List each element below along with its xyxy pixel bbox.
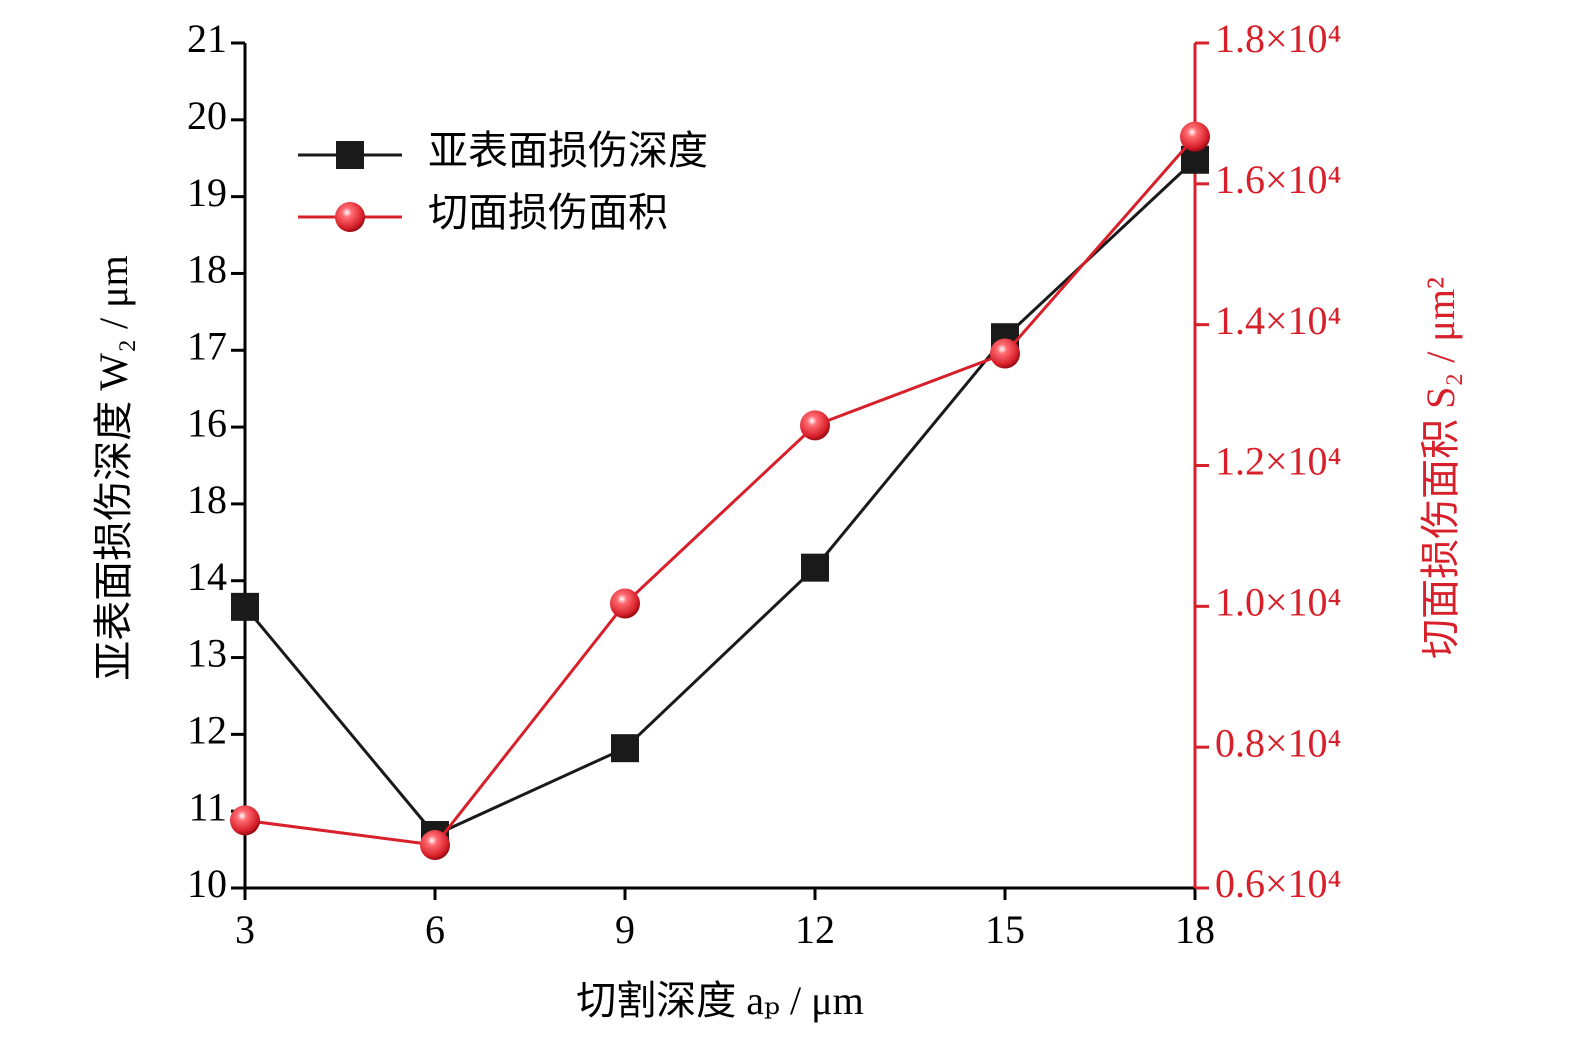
data-point (230, 805, 260, 836)
y2-tick-label: 1.2×10⁴ (1215, 439, 1342, 484)
series-line (243, 158, 1197, 837)
x-tick-label: 18 (1175, 907, 1215, 952)
legend-marker (335, 202, 365, 232)
y2-tick-label: 0.6×10⁴ (1215, 861, 1342, 906)
y2-tick-label: 0.8×10⁴ (1215, 720, 1342, 765)
x-tick-label: 9 (615, 907, 635, 952)
y2-tick-label: 1.8×10⁴ (1215, 16, 1342, 61)
y-tick-label: 16 (187, 400, 227, 445)
data-point (800, 410, 830, 441)
data-point (420, 830, 450, 861)
y-tick-label: 10 (187, 861, 227, 906)
x-tick-label: 6 (425, 907, 445, 952)
x-tick-label: 12 (795, 907, 835, 952)
x-axis-label: 切割深度 aₚ / μm (576, 978, 863, 1023)
y-tick-label: 18 (187, 477, 227, 522)
y-tick-label: 11 (188, 784, 227, 829)
legend-marker (336, 141, 364, 169)
legend-label: 亚表面损伤深度 (428, 128, 708, 173)
y2-tick-label: 1.4×10⁴ (1215, 298, 1342, 343)
y-tick-label: 19 (187, 170, 227, 215)
data-point (231, 592, 259, 621)
y-tick-label: 18 (187, 247, 227, 292)
y-axis-label: 亚表面损伤深度 W₂ / μm (91, 255, 136, 680)
x-tick-label: 15 (985, 907, 1025, 952)
y-tick-label: 20 (187, 93, 227, 138)
x-tick-label: 3 (235, 907, 255, 952)
y-tick-label: 17 (187, 323, 227, 368)
data-point (1180, 121, 1210, 152)
y2-tick-label: 1.6×10⁴ (1215, 157, 1342, 202)
series-line (244, 135, 1197, 847)
legend-label: 切面损伤面积 (428, 190, 668, 235)
y-tick-label: 13 (187, 631, 227, 676)
data-point (990, 338, 1020, 369)
data-point (611, 734, 639, 763)
data-point (801, 553, 829, 582)
y-tick-label: 21 (187, 16, 227, 61)
data-point (610, 588, 640, 619)
y-tick-label: 14 (187, 554, 227, 599)
y2-axis-label: 切面损伤面积 S₂ / μm² (1418, 277, 1463, 659)
y2-tick-label: 1.0×10⁴ (1215, 580, 1342, 625)
y-tick-label: 12 (187, 708, 227, 753)
